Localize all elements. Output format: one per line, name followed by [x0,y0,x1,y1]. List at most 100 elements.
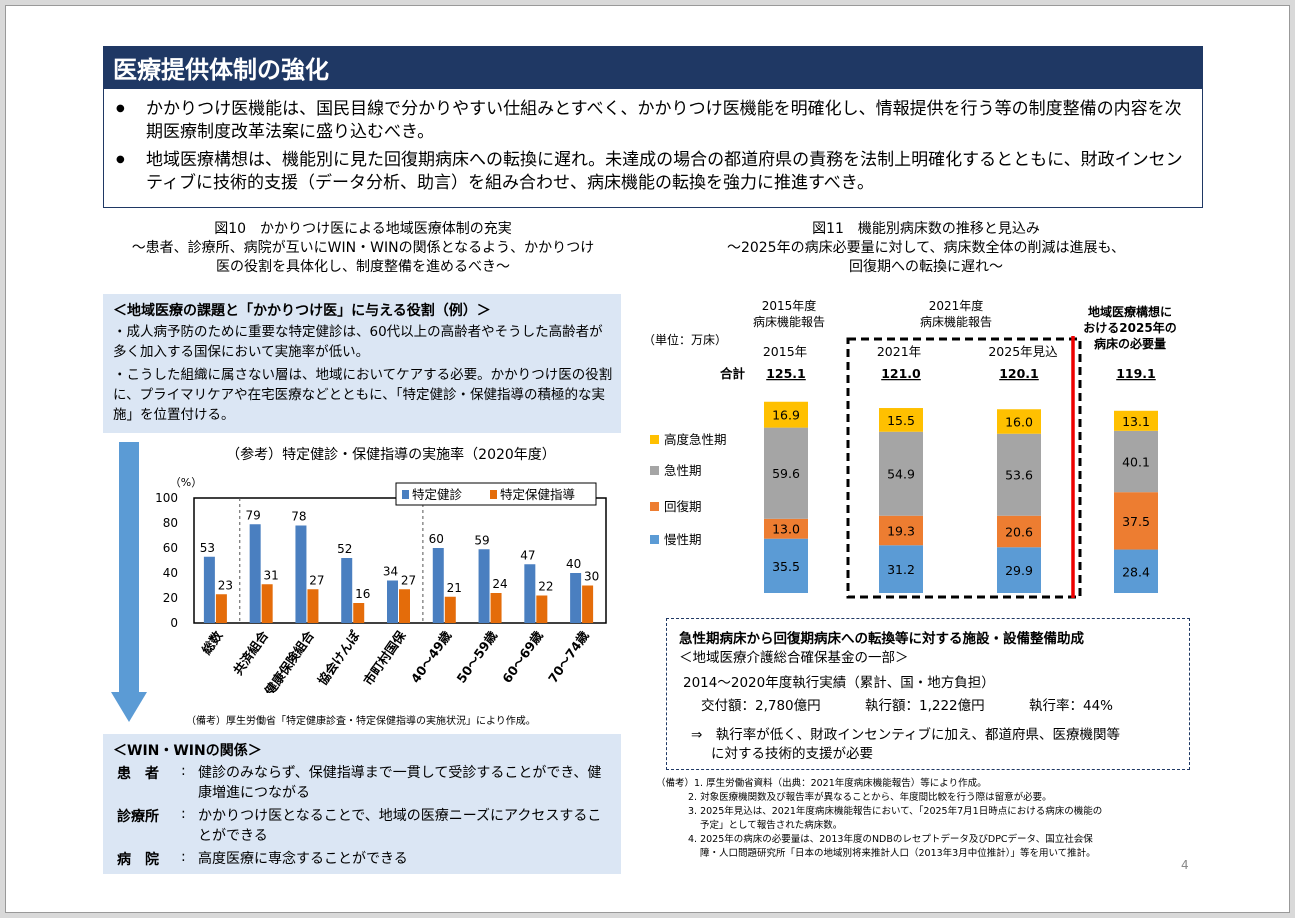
legend-swatch [402,490,409,499]
segment-label: 13.1 [1122,414,1150,429]
legend-label: 急性期 [664,463,702,478]
segment-label: 13.0 [772,522,800,537]
group-label-line: 2015年度 [761,299,817,313]
colon-text: : [181,763,186,779]
stack-segment [764,401,808,428]
fig11-subtitle: ～2025年の病床必要量に対して、病床数全体の削減は進展も、 [726,240,1126,256]
subsidy-box: 急性期病床から回復期病床への転換等に対する施設・設備整備助成 ＜地域医療介護総合… [666,618,1190,770]
y-tick-label: 60 [163,541,178,555]
total-value: 121.0 [881,366,921,381]
total-value: 120.1 [999,366,1039,381]
stack-segment [997,409,1041,434]
x-tick-label: 市町村国保 [360,628,408,688]
segment-label: 15.5 [887,413,915,428]
group-label-line: おける2025年の [1083,321,1177,335]
y-tick-label: 40 [163,566,178,580]
subsidy-period: 2014～2020年度執行実績（累計、国・地方負担） [683,675,995,691]
data-label: 24 [492,577,507,591]
group-2021-frame [846,337,1082,599]
bar-guidance [353,603,365,623]
summary-item: 地域医療構想は、機能別に見た回復期病床への転換に遅れ。未達成の場合の都道府県の責… [146,150,1183,193]
legend-label: 特定健診 [412,487,463,502]
segment-label: 19.3 [887,523,915,538]
winwin-label: 患 者 [117,766,159,782]
winwin-label: 病 院 [117,852,159,868]
legend-swatch [650,435,659,444]
fig11-title: 図11 機能別病床数の推移と見込み [812,221,1040,237]
legend-label: 回復期 [664,499,702,514]
legend-swatch [650,535,659,544]
y-tick-label: 20 [163,591,178,605]
subsidy-executed: 執行額：1,222億円 [865,698,985,714]
x-tick-label: 共済組合 [230,628,271,678]
bar-guidance [582,585,594,623]
group-label-line: 病床機能報告 [919,315,992,329]
data-label: 40 [566,557,581,571]
x-tick-label: 60～69歳 [499,628,546,686]
legend-label: 慢性期 [664,532,702,547]
note-line: 2. 対象医療機関数及び報告率が異なることから、年度間比較を行う際は留意が必要。 [688,792,1052,803]
bar-screening [295,525,307,623]
bar-screening [570,573,582,623]
segment-label: 53.6 [1005,468,1033,483]
bar-guidance [536,595,548,623]
data-label: 52 [337,542,352,556]
summary-box: ● かかりつけ医機能は、国民目線で分かりやすい仕組みとすべく、かかりつけ医機能を… [103,88,1203,208]
stack-segment [1114,430,1158,493]
bar-screening [478,549,490,623]
total-value: 125.1 [766,366,806,381]
winwin-text: かかりつけ医となることで、地域の医療ニーズにアクセスすることができる [198,808,602,844]
page-title: 医療提供体制の強化 [113,56,329,84]
data-label: 16 [355,587,370,601]
data-label: 22 [538,580,553,594]
segment-label: 37.5 [1122,514,1150,529]
stack-segment [879,515,923,546]
page-number: 4 [1181,858,1189,872]
fig11-notes: （備考）1. 厚生労働省資料（出典：2021年度病床機能報告）等により作成。 2… [656,777,1102,861]
x-tick-label: 総数 [199,628,226,657]
winwin-heading: ＜WIN・WINの関係＞ [113,743,262,759]
group-label-2021: 2021年度 病床機能報告 [906,298,1006,330]
colon-text: : [181,849,186,865]
bar-screening [432,548,444,623]
subsidy-subtitle: ＜地域医療介護総合確保基金の一部＞ [679,650,909,666]
group-label-line: 病床の必要量 [1093,337,1166,351]
group-label-2015: 2015年度 病床機能報告 [744,298,834,330]
x-tick-label: 協会けんぽ [315,628,363,688]
bar-guidance [307,589,319,623]
y-tick-label: 80 [163,516,178,530]
y-tick-label: 100 [155,491,178,505]
note-line: 予定」として報告された病床数。 [700,820,843,831]
bar-screening [387,580,398,623]
x-tick-label: 40～49歳 [408,628,455,686]
colon-text: : [181,806,186,822]
segment-label: 31.2 [887,562,915,577]
x-tick-label: 70～74歳 [545,628,592,686]
x-tick-label: 50～59歳 [453,628,500,686]
stack-segment [879,431,923,516]
subsidy-conclusion: に対する技術的支援が必要 [711,746,873,762]
stack-segment [1114,410,1158,431]
category-label: 2021年 [877,344,921,359]
data-label: 27 [401,573,416,587]
stack-segment [879,408,923,432]
winwin-box: ＜WIN・WINの関係＞ 患 者 : 健診のみならず、保健指導まで一貫して受診す… [103,734,621,874]
legend-swatch [650,502,659,511]
group-label-2025-need: 地域医療構想に おける2025年の 病床の必要量 [1074,304,1186,352]
data-label: 30 [584,570,599,584]
bar-guidance [399,589,410,623]
subsidy-title: 急性期病床から回復期病床への転換等に対する施設・設備整備助成 [679,631,1084,647]
bar-screening [203,556,215,623]
winwin-text: 高度医療に専念することができる [198,851,408,867]
stack-segment [1114,549,1158,593]
bullet-icon: ● [116,154,125,165]
issues-text: ・こうした組織に属さない層は、地域においてケアする必要。かかりつけ医の役割に、プ… [113,367,613,423]
issues-text: ・成人病予防のために重要な特定健診は、60代以上の高齢者やそうした高齢者が多く加… [113,324,603,360]
segment-label: 59.6 [772,466,800,481]
segment-label: 28.4 [1122,564,1150,579]
stack-segment [764,518,808,539]
legend-label: 特定保健指導 [500,487,575,502]
y-axis-unit: （%） [170,476,202,489]
legend-label: 高度急性期 [664,432,727,447]
issues-heading: ＜地域医療の課題と「かかりつけ医」に与える役割（例）＞ [113,303,491,319]
